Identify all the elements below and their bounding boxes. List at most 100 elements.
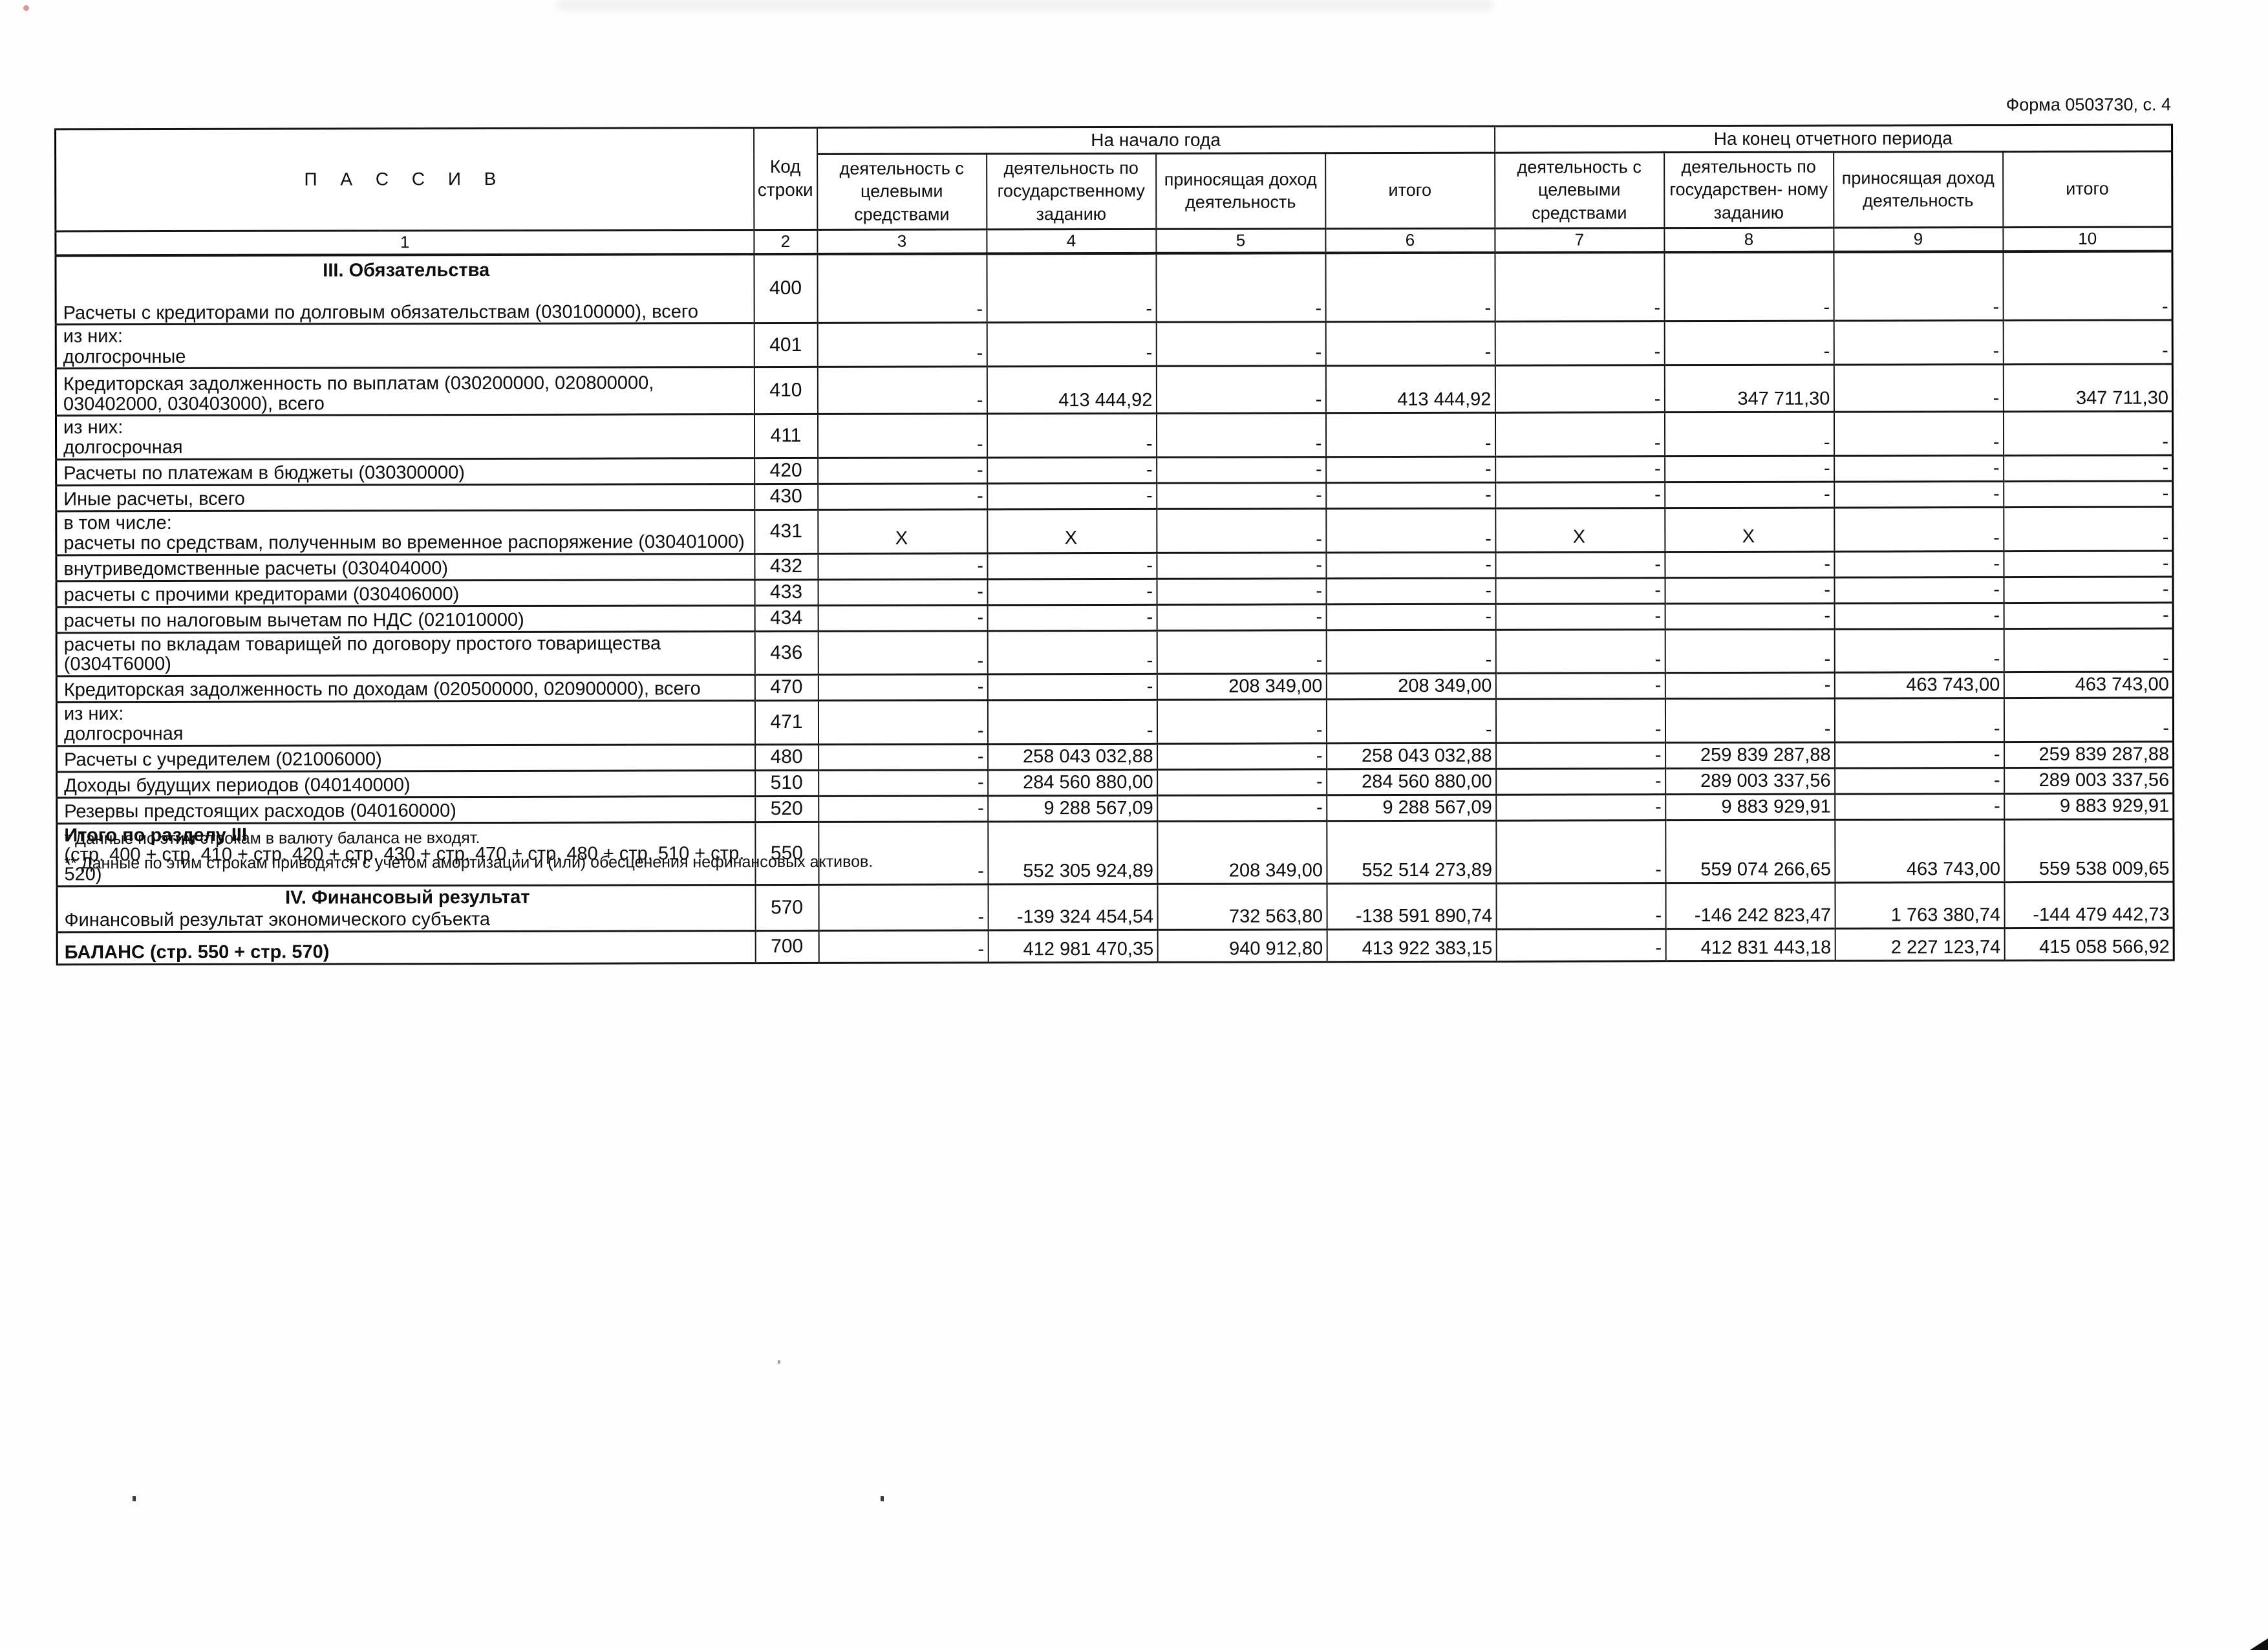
- value-cell: 259 839 287,88: [1665, 742, 1835, 769]
- group-header-period-end: На конец отчетного периода: [1494, 125, 2172, 153]
- row-code: 433: [754, 579, 818, 606]
- value-cell: -: [1664, 456, 1834, 482]
- value-cell: -: [1495, 768, 1665, 795]
- value-cell: 940 912,80: [1157, 929, 1327, 963]
- row-label: Доходы будущих периодов (040140000): [56, 770, 755, 798]
- value-cell: -: [2004, 697, 2174, 742]
- table-row: Кредиторская задолженность по выплатам (…: [56, 364, 2173, 416]
- row-code: 401: [754, 323, 818, 367]
- row-code: 434: [754, 605, 818, 632]
- value-cell: 9 288 567,09: [987, 795, 1157, 822]
- value-cell: 9 288 567,09: [1326, 794, 1496, 821]
- value-cell: -: [2002, 251, 2173, 321]
- value-cell: -139 324 454,54: [988, 884, 1158, 930]
- col-header-state-task-start: деятельность по государственному заданию: [986, 153, 1156, 230]
- row-code: 430: [754, 484, 818, 510]
- value-cell: -: [1495, 698, 1665, 743]
- passiv-header: П А С С И В: [55, 127, 754, 231]
- value-cell: -: [818, 630, 988, 675]
- value-cell: -: [1325, 252, 1495, 322]
- value-cell: -: [1495, 412, 1665, 457]
- table-row: Расчеты с учредителем (021006000) 480-258…: [56, 741, 2174, 772]
- table-row: внутриведомственные расчеты (030404000) 4…: [56, 550, 2174, 581]
- value-cell: -: [1664, 482, 1834, 508]
- value-cell: -: [1157, 769, 1327, 795]
- value-cell: -: [1326, 698, 1496, 744]
- value-cell: 552 305 924,89: [987, 820, 1158, 884]
- value-cell: -: [818, 700, 988, 744]
- value-cell: -: [1834, 507, 2004, 552]
- value-cell: -: [1834, 603, 2004, 629]
- value-cell: -: [818, 884, 989, 931]
- col-index: 3: [817, 229, 987, 254]
- value-cell: -: [1834, 320, 2004, 365]
- row-code: 436: [754, 631, 818, 675]
- row-label: внутриведомственные расчеты (030404000): [56, 553, 755, 581]
- value-cell: -: [1834, 698, 2004, 742]
- value-cell: 1 763 380,74: [1835, 882, 2005, 928]
- value-cell: 463 743,00: [1834, 819, 2004, 883]
- value-cell: -: [1157, 795, 1327, 821]
- value-cell: -: [987, 413, 1157, 458]
- value-cell: -: [1834, 364, 2004, 412]
- value-cell: -: [1496, 928, 1666, 961]
- row-label: из них: долгосрочная: [56, 700, 755, 746]
- label-text: Расчеты с кредиторами по долговым обязат…: [63, 301, 698, 324]
- value-cell: -: [1664, 551, 1835, 578]
- value-cell: 284 560 880,00: [987, 769, 1157, 796]
- value-cell: -: [817, 253, 987, 323]
- value-cell: -: [1495, 672, 1665, 699]
- row-code: 432: [754, 553, 818, 580]
- label-text: расчеты с прочими кредиторами (030406000…: [63, 584, 460, 606]
- value-cell: 208 349,00: [1157, 820, 1327, 884]
- col-index: 5: [1155, 228, 1325, 253]
- value-cell: 415 058 566,92: [2004, 927, 2174, 961]
- col-header-income-activity-start: приносящая доход деятельность: [1155, 153, 1325, 229]
- value-cell: 413 444,92: [987, 366, 1157, 414]
- row-code: 471: [754, 700, 818, 745]
- row-code: 400: [753, 253, 818, 323]
- value-cell: -: [1665, 628, 1835, 673]
- label-text: долгосрочная: [63, 437, 183, 458]
- label-text: внутриведомственные расчеты (030404000): [63, 558, 449, 580]
- value-cell: X: [1664, 508, 1834, 552]
- col-header-income-activity-end: приносящая доход деятельность: [1833, 151, 2003, 228]
- value-cell: -: [2003, 320, 2173, 365]
- table-row: из них: долгосрочная 471- - - - - - - -: [56, 697, 2174, 746]
- value-cell: -: [1665, 698, 1835, 743]
- value-cell: -: [987, 605, 1157, 631]
- table-row: Расчеты по платежам в бюджеты (030300000…: [56, 455, 2173, 486]
- row-code: 520: [754, 795, 818, 822]
- value-cell: 463 743,00: [1834, 672, 2004, 698]
- value-cell: -: [818, 930, 989, 963]
- value-cell: -: [987, 457, 1157, 484]
- value-cell: -: [987, 322, 1157, 367]
- value-cell: -: [1834, 577, 2004, 603]
- value-cell: 2 227 123,74: [1835, 928, 2005, 961]
- value-cell: -: [817, 413, 987, 458]
- footnotes: * Данные по этим строкам в валюту баланс…: [64, 826, 873, 876]
- section-title: III. Обязательства: [323, 260, 490, 281]
- value-cell: -: [1157, 699, 1327, 744]
- value-cell: -: [1495, 321, 1665, 366]
- value-cell: -: [2003, 411, 2173, 456]
- value-cell: -: [1495, 482, 1665, 509]
- label-text: расчеты по средствам, полученным во врем…: [63, 531, 745, 554]
- table-row: из них: долгосрочная 411- - - - - - - -: [56, 411, 2173, 460]
- value-cell: -: [1495, 552, 1665, 579]
- value-cell: -: [987, 630, 1157, 674]
- value-cell: -: [1495, 365, 1665, 413]
- value-cell: 412 831 443,18: [1665, 928, 1835, 961]
- value-cell: -: [1326, 578, 1496, 605]
- value-cell: -: [818, 744, 988, 770]
- value-cell: -: [987, 553, 1157, 579]
- col-index: 4: [986, 228, 1156, 254]
- value-cell: -: [1495, 603, 1665, 630]
- value-cell: -: [1157, 630, 1327, 674]
- value-cell: -: [2003, 550, 2174, 577]
- value-cell: 258 043 032,88: [987, 743, 1157, 770]
- value-cell: -: [1156, 321, 1326, 367]
- value-cell: -: [1496, 883, 1666, 929]
- value-cell: -144 479 442,73: [2004, 881, 2174, 928]
